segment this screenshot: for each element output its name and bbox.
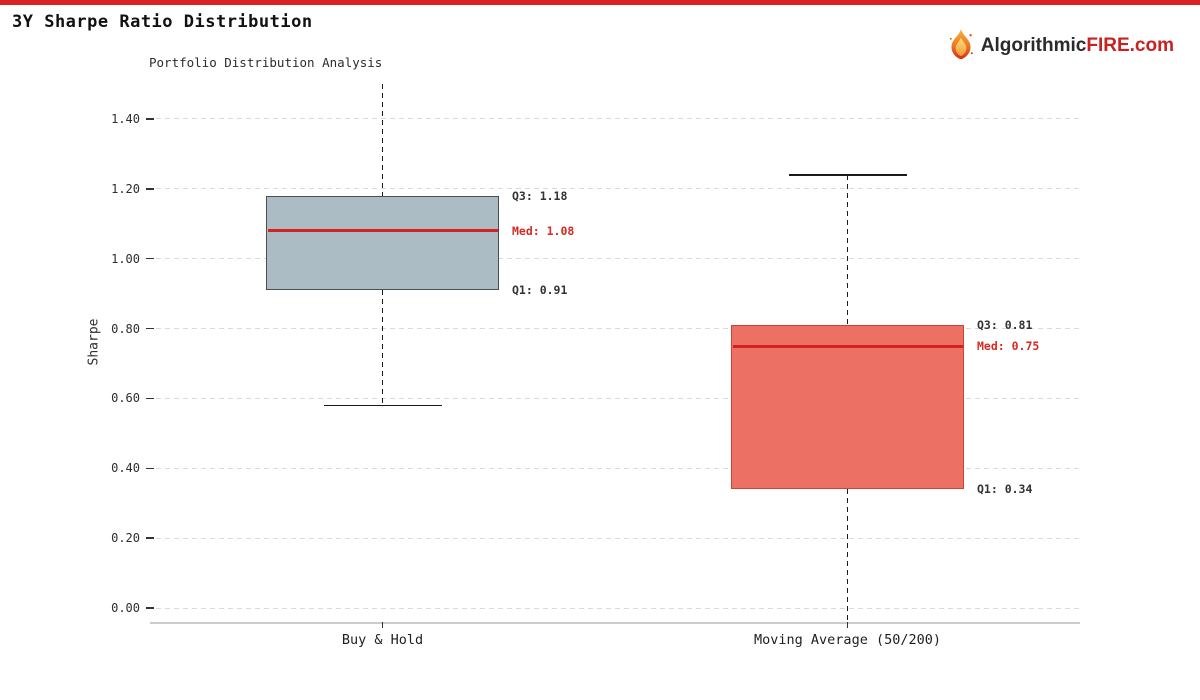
box-moving-average	[731, 325, 964, 490]
y-tick-mark	[146, 257, 154, 260]
whisker-cap-lower-buy-hold	[323, 404, 442, 407]
logo-text-dark: Algorithmic	[980, 35, 1087, 56]
y-tick-label: 0.60	[111, 391, 140, 406]
gridline	[156, 467, 1080, 469]
logo-text-suffix: .com	[1129, 35, 1174, 56]
x-axis-spine	[150, 622, 1080, 624]
plot-area: 0.00 0.20 0.40 0.60 0.80 1.00 1.20 1.40 Q3: 1.18…	[111, 84, 1080, 648]
flame-icon	[949, 29, 973, 60]
annotation-q3-moving-average: Q3: 0.81	[977, 318, 1033, 333]
gridline	[156, 397, 1080, 399]
top-accent-bar	[0, 0, 1200, 5]
gridline	[156, 258, 1080, 260]
box-buy-hold	[266, 195, 499, 291]
y-tick-label: 0.00	[111, 601, 140, 616]
annotation-q3-buy-hold: Q3: 1.18	[512, 188, 568, 203]
annotation-median-buy-hold: Med: 1.08	[512, 223, 575, 238]
annotation-q1-buy-hold: Q1: 0.91	[512, 283, 568, 298]
annotation-median-moving-average: Med: 0.75	[977, 339, 1040, 353]
whisker-cap-upper-moving-average	[788, 173, 907, 176]
median-line-moving-average	[732, 344, 963, 348]
y-tick-mark	[146, 327, 154, 330]
gridline	[156, 118, 1080, 120]
whisker-lower-moving-average	[846, 489, 849, 622]
y-tick-mark	[146, 118, 154, 120]
gridline	[156, 607, 1080, 609]
y-tick-label: 0.20	[111, 531, 140, 546]
logo-text-red: FIRE	[1086, 35, 1130, 56]
x-tick-mark-moving-average	[846, 622, 849, 628]
y-tick-mark	[146, 607, 154, 609]
y-tick-mark	[146, 467, 154, 470]
x-category-label-buy-hold: Buy & Hold	[341, 632, 424, 648]
gridline	[156, 328, 1080, 330]
y-tick-label: 1.20	[111, 181, 140, 196]
y-tick-label: 0.40	[111, 461, 140, 476]
x-tick-mark-buy-hold	[381, 622, 384, 628]
y-tick-label: 1.40	[111, 111, 140, 126]
whisker-upper-buy-hold	[381, 84, 384, 196]
y-tick-label: 1.00	[111, 251, 140, 266]
median-line-buy-hold	[267, 229, 498, 233]
y-tick-mark	[146, 188, 154, 190]
y-tick-mark	[146, 397, 154, 400]
y-tick-mark	[146, 537, 154, 539]
site-logo: AlgorithmicFIRE.com	[946, 28, 1174, 64]
x-category-label-moving-average: Moving Average (50/200)	[754, 632, 941, 648]
whisker-lower-buy-hold	[381, 290, 384, 406]
annotation-q1-moving-average: Q1: 0.34	[977, 482, 1033, 497]
page-title: 3Y Sharpe Ratio Distribution	[12, 12, 313, 32]
whisker-upper-moving-average	[846, 174, 849, 326]
y-tick-label: 0.80	[111, 321, 140, 336]
logo-text: AlgorithmicFIRE.com	[981, 35, 1174, 57]
gridline	[156, 188, 1080, 190]
chart-title: Portfolio Distribution Analysis	[149, 55, 383, 70]
gridline	[156, 537, 1080, 539]
